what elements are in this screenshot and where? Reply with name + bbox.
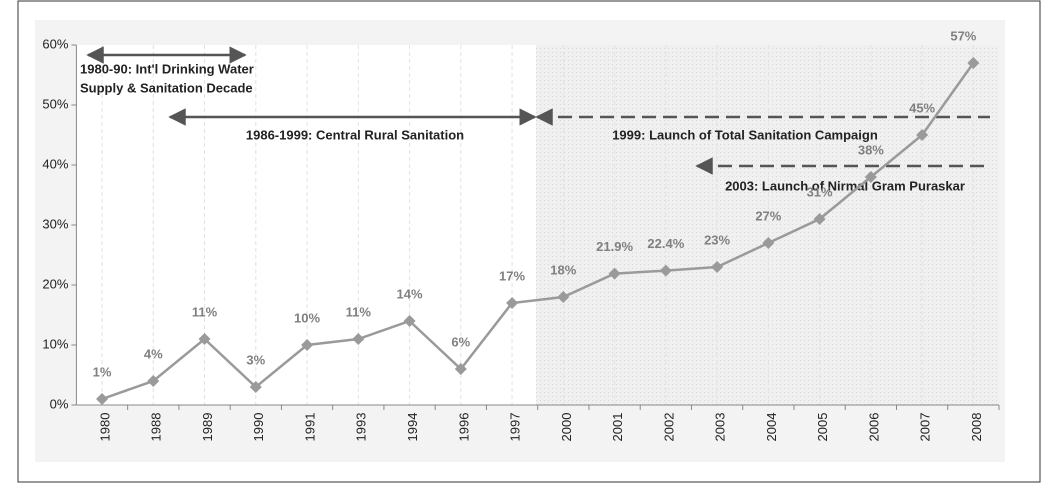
annotation: 1999: Launch of Total Sanitation Campaig… bbox=[612, 127, 878, 142]
frame bbox=[17, 0, 1041, 483]
x-tick-label: 1990 bbox=[251, 413, 266, 442]
data-point bbox=[147, 375, 160, 387]
value-label: 18% bbox=[550, 262, 576, 277]
x-tick-label: 1991 bbox=[302, 413, 317, 442]
x-tick-label: 2008 bbox=[969, 413, 984, 442]
value-label: 27% bbox=[755, 208, 781, 223]
value-label: 45% bbox=[909, 100, 935, 115]
value-label: 57% bbox=[950, 28, 976, 43]
value-label: 4% bbox=[144, 346, 163, 361]
x-tick-label: 1996 bbox=[456, 413, 471, 442]
x-tick-label: 1989 bbox=[200, 413, 215, 442]
data-point bbox=[916, 129, 929, 141]
x-tick-label: 1980 bbox=[97, 413, 112, 442]
annotation: 2003: Launch of Nirmal Gram Puraskar bbox=[725, 178, 965, 193]
value-label: 38% bbox=[858, 142, 884, 157]
y-tick-label: 50% bbox=[42, 96, 68, 111]
x-tick-label: 1988 bbox=[149, 413, 164, 442]
value-label: 14% bbox=[397, 286, 423, 301]
data-point bbox=[762, 237, 775, 249]
value-label: 17% bbox=[499, 268, 525, 283]
x-tick-label: 2002 bbox=[661, 413, 676, 442]
value-label: 11% bbox=[346, 304, 372, 319]
annotation: Supply & Sanitation Decade bbox=[80, 80, 253, 95]
data-point bbox=[813, 213, 826, 225]
data-point bbox=[557, 291, 570, 303]
data-point bbox=[659, 264, 672, 277]
y-tick-label: 20% bbox=[42, 276, 68, 291]
data-point bbox=[198, 333, 211, 345]
y-tick-label: 0% bbox=[50, 396, 69, 411]
data-point bbox=[506, 297, 519, 309]
x-tick-label: 2005 bbox=[815, 413, 830, 442]
data-point bbox=[711, 261, 724, 273]
data-point bbox=[96, 393, 109, 405]
value-label: 23% bbox=[704, 232, 730, 247]
shaded-period bbox=[536, 45, 999, 405]
x-tick-label: 2000 bbox=[559, 413, 574, 442]
x-tick-label: 1997 bbox=[508, 413, 523, 442]
x-tick-label: 2001 bbox=[610, 413, 625, 442]
value-label: 10% bbox=[294, 310, 320, 325]
annotation: 1980-90: Int'l Drinking Water bbox=[80, 61, 254, 76]
y-tick-label: 40% bbox=[42, 156, 68, 171]
data-point bbox=[864, 171, 877, 183]
series-line bbox=[101, 62, 975, 401]
data-point bbox=[454, 363, 467, 375]
value-label: 21.9% bbox=[596, 239, 633, 254]
value-label: 3% bbox=[246, 352, 265, 367]
x-tick-label: 1994 bbox=[405, 413, 420, 442]
x-tick-label: 2006 bbox=[866, 413, 881, 442]
value-label: 31% bbox=[807, 184, 833, 199]
data-point bbox=[608, 267, 621, 280]
value-label: 11% bbox=[192, 304, 218, 319]
y-tick-label: 30% bbox=[42, 216, 68, 231]
x-tick-label: 2004 bbox=[764, 413, 779, 442]
x-tick-label: 2003 bbox=[713, 413, 728, 442]
value-label: 6% bbox=[451, 334, 470, 349]
value-label: 1% bbox=[93, 364, 112, 379]
x-tick-label: 2007 bbox=[918, 413, 933, 442]
data-point bbox=[352, 333, 365, 345]
annotation: 1986-1999: Central Rural Sanitation bbox=[246, 127, 464, 142]
data-point bbox=[403, 315, 416, 327]
data-point bbox=[967, 57, 980, 69]
data-point bbox=[301, 339, 314, 351]
data-point bbox=[249, 381, 262, 393]
value-label: 22.4% bbox=[647, 236, 684, 251]
x-tick-label: 1993 bbox=[354, 413, 369, 442]
y-tick-label: 10% bbox=[42, 336, 68, 351]
y-tick-label: 60% bbox=[42, 36, 68, 51]
